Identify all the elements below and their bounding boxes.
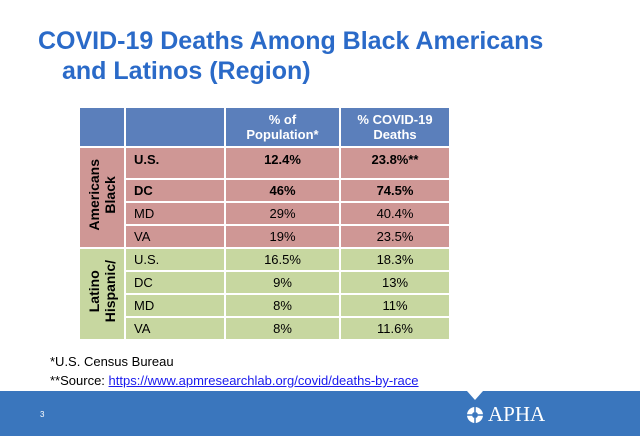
table-row: MD 29% 40.4%	[79, 201, 451, 226]
deaths-cell: 18.3%	[339, 247, 451, 272]
footnotes: *U.S. Census Bureau **Source: https://ww…	[50, 354, 419, 388]
population-cell: 29%	[224, 201, 341, 226]
deaths-cell: 13%	[339, 270, 451, 295]
deaths-cell: 11%	[339, 293, 451, 318]
header-row: % of Population* % COVID-19 Deaths	[78, 106, 451, 148]
deaths-cell: 40.4%	[339, 201, 451, 226]
region-cell: VA	[124, 224, 226, 249]
region-cell: U.S.	[124, 146, 226, 180]
census-note: *U.S. Census Bureau	[50, 354, 174, 369]
deaths-cell: 23.8%**	[339, 146, 451, 180]
table-row: DC 9% 13%	[79, 270, 451, 295]
header-population: % of Population*	[224, 106, 341, 148]
population-cell: 8%	[224, 293, 341, 318]
region-cell: U.S.	[124, 247, 226, 272]
region-cell: DC	[124, 178, 226, 203]
apha-emblem-icon	[467, 406, 483, 423]
table-row: Black Americans U.S. 12.4% 23.8%**	[78, 146, 451, 249]
region-cell: DC	[124, 270, 226, 295]
population-cell: 8%	[224, 316, 341, 341]
slide-title: COVID-19 Deaths Among Black Americans and…	[38, 27, 544, 85]
table-row: Hispanic/Latino U.S. 16.5% 18.3%	[78, 247, 451, 341]
data-table: % of Population* % COVID-19 Deaths Black…	[78, 106, 451, 341]
region-cell: VA	[124, 316, 226, 341]
region-cell: MD	[124, 201, 226, 226]
footer-notch	[467, 391, 483, 400]
region-cell: MD	[124, 293, 226, 318]
table-row: DC 46% 74.5%	[79, 178, 451, 203]
header-deaths: % COVID-19 Deaths	[339, 106, 451, 148]
table-row: MD 8% 11%	[79, 293, 451, 318]
population-cell: 46%	[224, 178, 341, 203]
deaths-cell: 74.5%	[339, 178, 451, 203]
population-cell: 12.4%	[224, 146, 341, 180]
table-row: VA 8% 11.6%	[79, 316, 451, 341]
population-cell: 19%	[224, 224, 341, 249]
page-number: 3	[40, 410, 45, 419]
deaths-cell: 23.5%	[339, 224, 451, 249]
source-link[interactable]: https://www.apmresearchlab.org/covid/dea…	[108, 373, 419, 388]
footer-bar	[0, 391, 640, 436]
population-cell: 16.5%	[224, 247, 341, 272]
group-label: Hispanic/Latino	[78, 247, 126, 341]
table-row: VA 19% 23.5%	[79, 224, 451, 249]
population-cell: 9%	[224, 270, 341, 295]
apha-logo: APHA	[466, 402, 545, 427]
deaths-cell: 11.6%	[339, 316, 451, 341]
group-label: Black Americans	[78, 146, 126, 249]
